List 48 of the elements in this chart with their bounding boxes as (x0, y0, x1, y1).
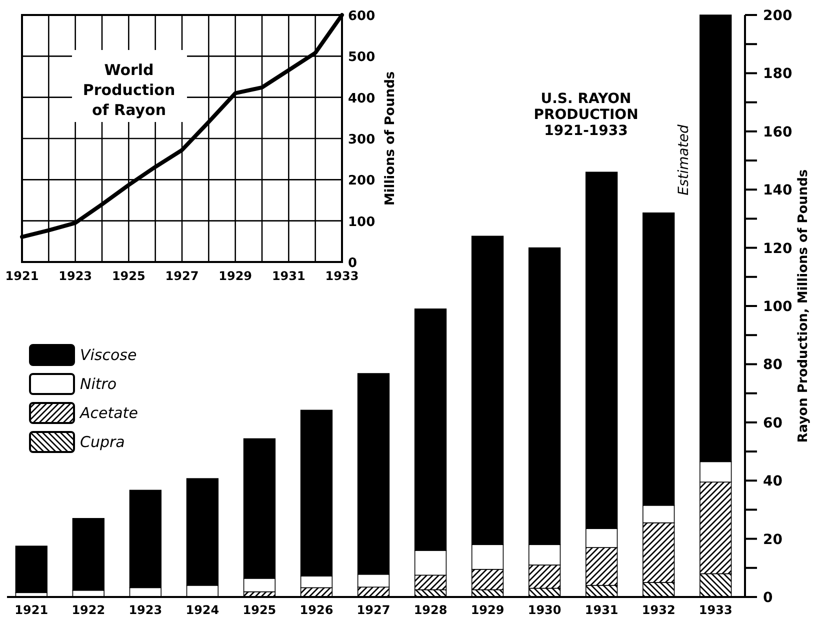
y-tick-label: 20 (763, 532, 783, 548)
x-tick-label: 1924 (186, 603, 220, 617)
x-tick-label: 1921 (14, 603, 48, 617)
legend-label: Acetate (79, 404, 138, 422)
x-tick-label: 1929 (470, 603, 504, 617)
y-axis-title: Millions of Pounds (383, 71, 398, 206)
y-tick-label: 160 (763, 124, 792, 140)
x-tick-label: 1925 (112, 269, 146, 283)
y-tick-label: 100 (763, 299, 792, 315)
x-tick-label: 1923 (128, 603, 162, 617)
y-tick-label: 200 (763, 8, 792, 24)
y-tick-label: 0 (348, 256, 358, 271)
x-tick-label: 1928 (414, 603, 448, 617)
x-tick-label: 1921 (5, 269, 39, 283)
y-tick-label: 300 (348, 132, 376, 148)
y-tick-label: 60 (763, 415, 783, 432)
x-tick-label: 1923 (58, 269, 92, 283)
y-tick-label: 180 (763, 66, 792, 82)
x-tick-label: 1929 (218, 269, 252, 283)
legend-label: Cupra (80, 433, 125, 451)
y-tick-label: 500 (348, 50, 376, 66)
x-tick-label: 1931 (272, 269, 306, 283)
x-tick-label: 1927 (165, 269, 199, 283)
x-tick-label: 1932 (642, 603, 676, 617)
text: U.S. RAYON PRODUCTION 1921-1933 (534, 91, 638, 139)
y-tick-label: 140 (763, 182, 792, 199)
x-tick-label: 1922 (72, 603, 106, 617)
x-tick-label: 1930 (528, 603, 562, 617)
y-tick-label: 400 (348, 91, 376, 106)
y-tick-label: 40 (763, 474, 783, 490)
y-tick-label: 0 (763, 590, 773, 606)
bar (15, 546, 48, 594)
x-tick-label: 1926 (300, 603, 334, 617)
legend-label: Nitro (80, 375, 117, 393)
x-tick-label: 1931 (584, 603, 618, 617)
y-tick-label: 120 (763, 240, 792, 257)
legend-label: Viscose (80, 346, 137, 364)
text: World Production of Rayon (82, 61, 176, 119)
y-axis-title: Rayon Production, Millions of Pounds (796, 169, 811, 443)
y-tick-label: 100 (348, 214, 376, 230)
x-tick-label: 1933 (325, 269, 359, 283)
x-tick-label: 1933 (698, 603, 732, 617)
x-tick-label: 1925 (242, 603, 276, 617)
annotation: Estimated (676, 124, 692, 196)
y-tick-label: 200 (348, 174, 376, 189)
x-tick-label: 1927 (356, 603, 390, 617)
y-tick-label: 80 (763, 357, 783, 374)
y-tick-label: 600 (348, 9, 376, 24)
